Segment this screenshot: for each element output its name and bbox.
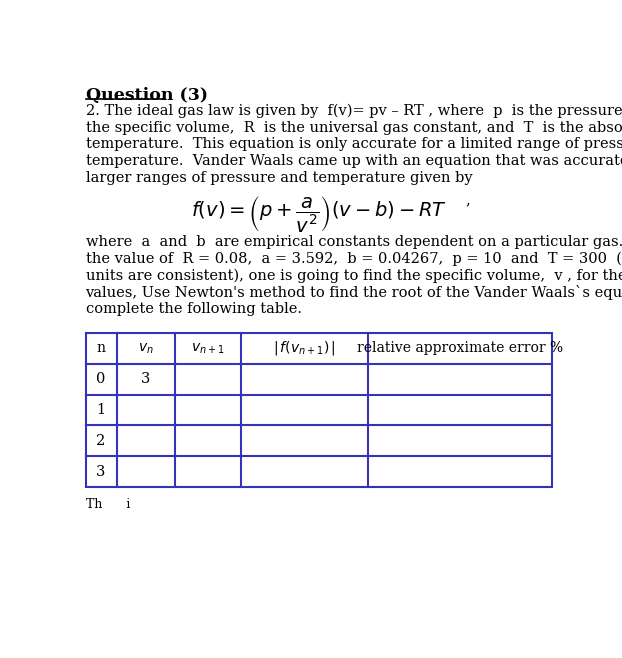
Text: Th      i: Th i bbox=[85, 498, 130, 511]
Text: 2. The ideal gas law is given by  f(v)= pv – RT , where  p  is the pressure,  v : 2. The ideal gas law is given by f(v)= p… bbox=[85, 103, 622, 118]
Text: the specific volume,  R  is the universal gas constant, and  T  is the absolute: the specific volume, R is the universal … bbox=[85, 120, 622, 134]
Text: temperature.  This equation is only accurate for a limited range of pressure and: temperature. This equation is only accur… bbox=[85, 138, 622, 151]
Bar bbox=[85, 333, 552, 487]
Text: values, Use Newton's method to find the root of the Vander Waals`s equation,: values, Use Newton's method to find the … bbox=[85, 286, 622, 300]
Text: 3: 3 bbox=[96, 465, 106, 478]
Text: Question (3): Question (3) bbox=[85, 87, 208, 104]
Text: $\mathit{v}_n$: $\mathit{v}_n$ bbox=[137, 342, 154, 356]
Text: larger ranges of pressure and temperature given by: larger ranges of pressure and temperatur… bbox=[85, 171, 472, 186]
Text: 1: 1 bbox=[96, 403, 106, 417]
Text: 0: 0 bbox=[96, 372, 106, 386]
Text: n: n bbox=[96, 342, 106, 355]
Text: $|\,f(v_{n+1})\,|$: $|\,f(v_{n+1})\,|$ bbox=[273, 340, 336, 357]
Text: complete the following table.: complete the following table. bbox=[85, 302, 302, 316]
Text: 2: 2 bbox=[96, 434, 106, 448]
Text: $f(v)=\left( p+\dfrac{a}{v^2}\right)(v-b)-RT$: $f(v)=\left( p+\dfrac{a}{v^2}\right)(v-b… bbox=[191, 195, 447, 234]
Text: ,: , bbox=[465, 193, 470, 207]
Text: units are consistent), one is going to find the specific volume,  v , for the ab: units are consistent), one is going to f… bbox=[85, 268, 622, 283]
Text: 3: 3 bbox=[141, 372, 151, 386]
Text: relative approximate error %: relative approximate error % bbox=[357, 342, 564, 355]
Text: the value of  R = 0.08,  a = 3.592,  b = 0.04267,  p = 10  and  T = 300  (assume: the value of R = 0.08, a = 3.592, b = 0.… bbox=[85, 251, 622, 266]
Text: temperature.  Vander Waals came up with an equation that was accurate for: temperature. Vander Waals came up with a… bbox=[85, 155, 622, 168]
Text: where  a  and  b  are empirical constants dependent on a particular gas.  Given: where a and b are empirical constants de… bbox=[85, 234, 622, 249]
Text: $\mathit{v}_{n+1}$: $\mathit{v}_{n+1}$ bbox=[191, 342, 225, 356]
